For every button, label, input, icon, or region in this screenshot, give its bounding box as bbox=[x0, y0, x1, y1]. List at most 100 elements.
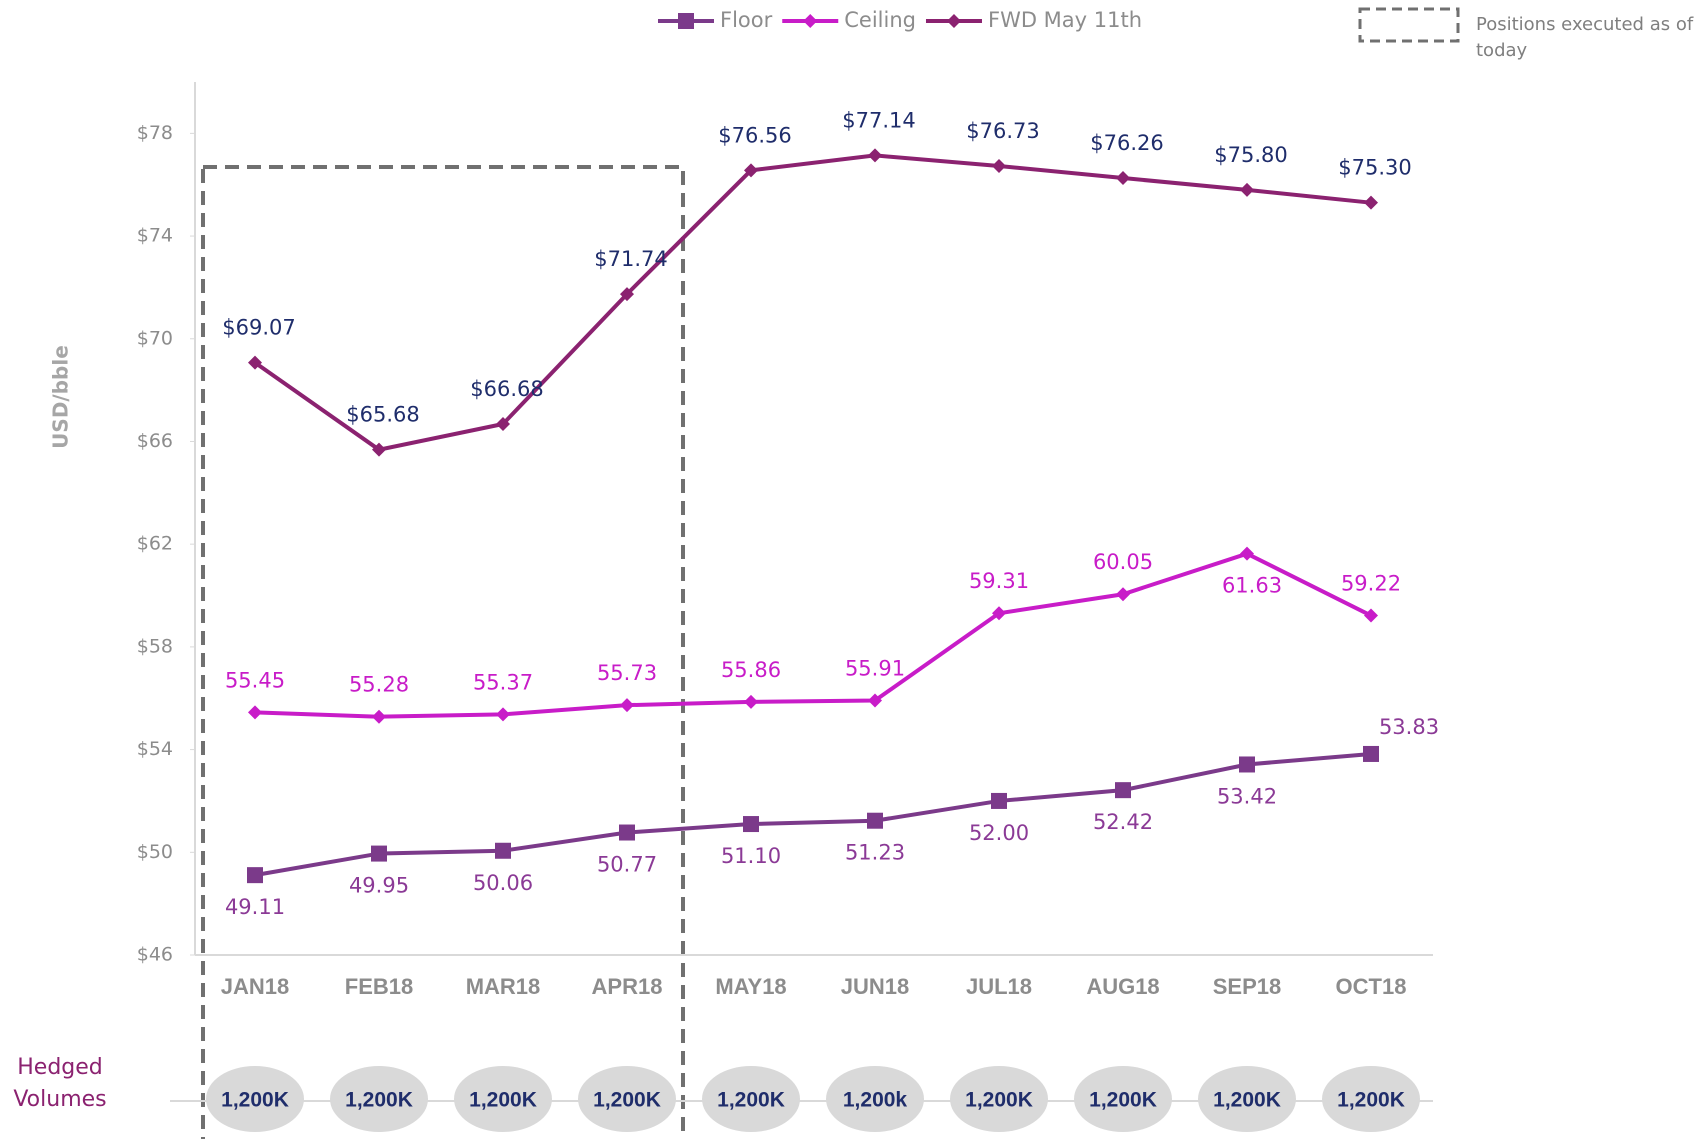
data-label: 51.10 bbox=[721, 844, 781, 868]
volume-label: 1,200K bbox=[221, 1089, 289, 1112]
x-tick-label: JUN18 bbox=[841, 974, 909, 999]
x-tick-label: APR18 bbox=[592, 974, 663, 999]
x-tick-label: JUL18 bbox=[966, 974, 1032, 999]
y-tick-label: $46 bbox=[137, 944, 173, 966]
marker bbox=[620, 287, 634, 302]
marker bbox=[248, 355, 262, 370]
annotation-box bbox=[1358, 7, 1460, 43]
x-tick-label: FEB18 bbox=[345, 974, 413, 999]
y-tick-label: $54 bbox=[137, 738, 173, 760]
y-tick-label: $74 bbox=[137, 225, 173, 247]
volume-bubble bbox=[1074, 1066, 1172, 1132]
data-label: 55.45 bbox=[225, 668, 285, 692]
y-tick-label: $50 bbox=[137, 841, 173, 863]
marker bbox=[744, 694, 758, 709]
volume-bubble bbox=[1198, 1066, 1296, 1132]
volume-label: 1,200K bbox=[469, 1089, 537, 1112]
data-label: 60.05 bbox=[1093, 550, 1153, 574]
y-tick-label: $62 bbox=[137, 533, 173, 555]
data-label: $76.56 bbox=[718, 123, 791, 147]
legend-label: Floor bbox=[720, 8, 773, 32]
volume-label: 1,200K bbox=[593, 1089, 661, 1112]
volume-bubble bbox=[206, 1066, 304, 1132]
marker bbox=[867, 812, 883, 829]
series-line bbox=[254, 751, 1372, 878]
legend-label: Ceiling bbox=[844, 8, 916, 32]
marker bbox=[372, 709, 386, 724]
marker bbox=[247, 867, 263, 884]
data-label: 55.86 bbox=[721, 658, 781, 682]
volume-label: 1,200K bbox=[1337, 1089, 1405, 1112]
data-label: 61.63 bbox=[1222, 574, 1282, 598]
data-label: $66.68 bbox=[470, 377, 543, 401]
x-tick-label: OCT18 bbox=[1336, 974, 1407, 999]
data-label: 55.37 bbox=[473, 670, 533, 694]
hedged-title: Volumes bbox=[13, 1087, 106, 1112]
data-label: 52.42 bbox=[1093, 810, 1153, 834]
marker bbox=[1116, 171, 1130, 186]
volume-bubble bbox=[578, 1066, 676, 1132]
volume-label: 1,200K bbox=[1213, 1089, 1281, 1112]
data-label: 53.42 bbox=[1217, 784, 1277, 808]
marker bbox=[1363, 745, 1379, 762]
marker bbox=[248, 705, 262, 720]
data-label: 51.23 bbox=[845, 841, 905, 865]
data-label: 59.31 bbox=[969, 569, 1029, 593]
marker bbox=[1364, 608, 1378, 623]
volume-label: 1,200K bbox=[1089, 1089, 1157, 1112]
data-label: 55.28 bbox=[349, 673, 409, 697]
data-label: $69.07 bbox=[222, 316, 295, 340]
data-label: $77.14 bbox=[842, 108, 915, 132]
annotation-text: Positions executed as of today bbox=[1476, 14, 1694, 61]
marker bbox=[868, 693, 882, 708]
x-tick-label: SEP18 bbox=[1213, 974, 1282, 999]
data-label: $76.26 bbox=[1090, 131, 1163, 155]
volume-bubble bbox=[826, 1066, 924, 1132]
data-label: 52.00 bbox=[969, 821, 1029, 845]
marker bbox=[1240, 546, 1254, 561]
marker bbox=[371, 845, 387, 862]
y-tick-label: $66 bbox=[137, 430, 173, 452]
legend-marker bbox=[803, 14, 818, 28]
volume-label: 1,200K bbox=[965, 1089, 1033, 1112]
marker bbox=[1240, 182, 1254, 197]
marker bbox=[744, 163, 758, 178]
y-tick-label: $70 bbox=[137, 327, 173, 349]
data-label: $76.73 bbox=[966, 119, 1039, 143]
executed-box bbox=[201, 165, 685, 1139]
marker bbox=[495, 842, 511, 859]
data-label: $75.80 bbox=[1214, 143, 1287, 167]
y-tick-label: $58 bbox=[137, 635, 173, 657]
marker bbox=[868, 148, 882, 163]
marker bbox=[992, 606, 1006, 621]
hedged-title: Hedged bbox=[17, 1055, 103, 1080]
data-label: 53.83 bbox=[1379, 715, 1439, 739]
data-label: $75.30 bbox=[1338, 156, 1411, 180]
volume-label: 1,200K bbox=[345, 1089, 413, 1112]
x-tick-label: JAN18 bbox=[221, 974, 289, 999]
data-label: 49.95 bbox=[349, 874, 409, 898]
volume-bubble bbox=[330, 1066, 428, 1132]
data-label: 50.77 bbox=[597, 853, 657, 877]
x-tick-label: MAY18 bbox=[715, 974, 786, 999]
data-label: 59.22 bbox=[1341, 572, 1401, 596]
marker bbox=[743, 816, 759, 833]
volume-label: 1,200k bbox=[843, 1089, 908, 1112]
marker bbox=[496, 707, 510, 722]
volume-bubble bbox=[950, 1066, 1048, 1132]
marker bbox=[991, 792, 1007, 809]
marker bbox=[992, 158, 1006, 173]
x-tick-label: AUG18 bbox=[1086, 974, 1159, 999]
data-label: $71.74 bbox=[594, 247, 667, 271]
series-line bbox=[253, 153, 1372, 452]
marker bbox=[1239, 756, 1255, 773]
data-label: 55.73 bbox=[597, 661, 657, 685]
data-label: 50.06 bbox=[473, 871, 533, 895]
legend-marker bbox=[678, 13, 694, 29]
marker bbox=[619, 824, 635, 841]
x-tick-label: MAR18 bbox=[466, 974, 541, 999]
series-line bbox=[254, 551, 1372, 719]
marker bbox=[372, 442, 386, 457]
volume-label: 1,200K bbox=[717, 1089, 785, 1112]
